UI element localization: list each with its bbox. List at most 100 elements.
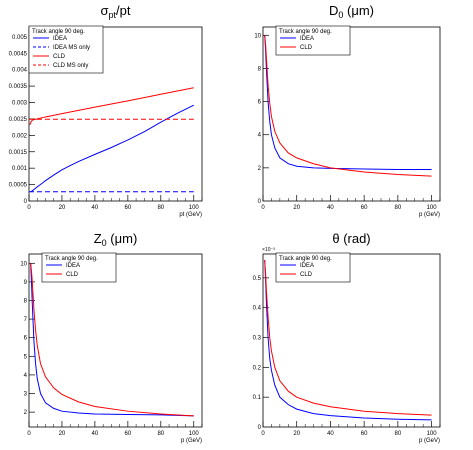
y-tick-label: 5 [24, 354, 28, 360]
x-tick-label: 80 [157, 431, 164, 437]
legend-box [275, 25, 351, 56]
y-tick-label: 0.1 [253, 395, 262, 401]
x-tick-label: 0 [261, 431, 265, 437]
series-line-cld [30, 263, 194, 417]
y-tick-label: 2 [24, 410, 28, 416]
chart-title-main: θ [332, 231, 339, 246]
legend-entry: CLD [53, 54, 66, 60]
y-tick-label: 9 [24, 280, 28, 286]
y-tick-label: 0.0045 [9, 51, 28, 57]
y-tick-label: 8 [258, 66, 262, 72]
legend-box [28, 25, 104, 74]
y-tick-label: 0.2 [253, 365, 262, 371]
legend: Track angle 90 deg.IDEA CLD [275, 25, 351, 56]
y-tick-label: 6 [258, 100, 262, 106]
x-axis-label: pt (GeV) [179, 212, 202, 218]
x-tick-label: 0 [27, 431, 31, 437]
plot-frame [28, 26, 203, 202]
y-tick-label: 10 [254, 33, 261, 39]
series-line-idea [30, 263, 194, 417]
x-tick-label: 20 [293, 205, 300, 211]
x-tick-label: 60 [361, 431, 368, 437]
x-tick-label: 80 [395, 431, 402, 437]
chart-title-tail: (rad) [340, 231, 371, 246]
plot-frame [262, 26, 441, 202]
series-line-cld [29, 87, 194, 126]
chart-title-subscript: 0 [338, 10, 343, 20]
x-tick-label: 20 [59, 205, 66, 211]
y-tick-label: 3 [24, 392, 28, 398]
y-zero-label: 0 [258, 199, 262, 205]
chart-title: θ (rad) [332, 231, 370, 246]
x-tick-label: 40 [327, 431, 334, 437]
chart-title-subscript: pt [109, 10, 117, 20]
x-tick-label: 20 [59, 431, 66, 437]
x-tick-label: 40 [92, 205, 99, 211]
chart-title-tail: (μm) [343, 3, 374, 18]
chart-title: σpt/pt [100, 3, 130, 20]
legend-entry: CLD [300, 45, 313, 51]
y-tick-label: 0.5 [253, 276, 262, 282]
x-tick-label: 0 [27, 205, 31, 211]
x-tick-label: 60 [125, 431, 132, 437]
legend-entry: CLD [300, 272, 313, 278]
legend-entry: IDEA MS only [53, 45, 90, 51]
legend-entry: CLD MS only [53, 63, 88, 69]
x-axis-label: p (GeV) [419, 438, 440, 444]
legend-box [41, 252, 117, 283]
chart-title: D0 (μm) [329, 3, 374, 20]
x-tick-label: 80 [395, 205, 402, 211]
x-tick-label: 0 [261, 205, 265, 211]
y-zero-label: 0 [24, 199, 28, 205]
legend-entry: IDEA [300, 263, 314, 269]
x-tick-label: 60 [361, 205, 368, 211]
y-tick-label: 0.0035 [9, 84, 28, 90]
x-tick-label: 40 [327, 205, 334, 211]
chart-title-subscript: 0 [102, 238, 107, 248]
y-tick-label: 0.4 [253, 306, 262, 312]
y-tick-label: 0.003 [12, 101, 28, 107]
y-tick-label: 0.0005 [9, 183, 28, 189]
x-axis-label: p (GeV) [419, 212, 440, 218]
legend-entry: IDEA [300, 36, 314, 42]
chart-title: Z0 (μm) [94, 231, 138, 248]
y-tick-label: 2 [258, 166, 262, 172]
x-tick-label: 80 [157, 205, 164, 211]
legend: Track angle 90 deg.IDEA CLD [41, 252, 117, 283]
x-tick-label: 100 [189, 205, 200, 211]
x-tick-label: 100 [427, 431, 438, 437]
y-tick-label: 0.001 [12, 166, 28, 172]
legend-entry: IDEA [66, 263, 80, 269]
chart-title-main: D [329, 3, 338, 18]
legend: Track angle 90 deg.IDEA CLD [275, 252, 351, 283]
plot-frame [262, 253, 441, 428]
y-tick-label: 8 [24, 299, 28, 305]
y-tick-label: 0.3 [253, 336, 262, 342]
y-tick-label: 0.004 [12, 68, 28, 74]
y-tick-label: 7 [24, 317, 28, 323]
series-line-idea [264, 35, 432, 171]
legend-header: Track angle 90 deg. [32, 29, 85, 35]
series-line-cld [264, 259, 432, 416]
chart-title-main: σ [100, 3, 108, 18]
chart-title-tail: (μm) [107, 231, 138, 246]
x-tick-label: 40 [92, 431, 99, 437]
series-line-cld [264, 35, 432, 177]
y-tick-label: 0.0015 [9, 150, 28, 156]
chart-title-tail: /pt [116, 3, 131, 18]
y-tick-label: 4 [258, 133, 262, 139]
legend-box [275, 252, 351, 283]
y-multiplier: ×10⁻³ [262, 247, 275, 253]
y-tick-label: 4 [24, 373, 28, 379]
x-tick-label: 20 [293, 431, 300, 437]
y-tick-label: 0.005 [12, 35, 28, 41]
legend: Track angle 90 deg.IDEA IDEA MS only CLD CL… [28, 25, 104, 74]
legend-header: Track angle 90 deg. [279, 29, 332, 35]
series-line-idea [30, 104, 194, 193]
x-axis-label: p (GeV) [181, 438, 202, 444]
